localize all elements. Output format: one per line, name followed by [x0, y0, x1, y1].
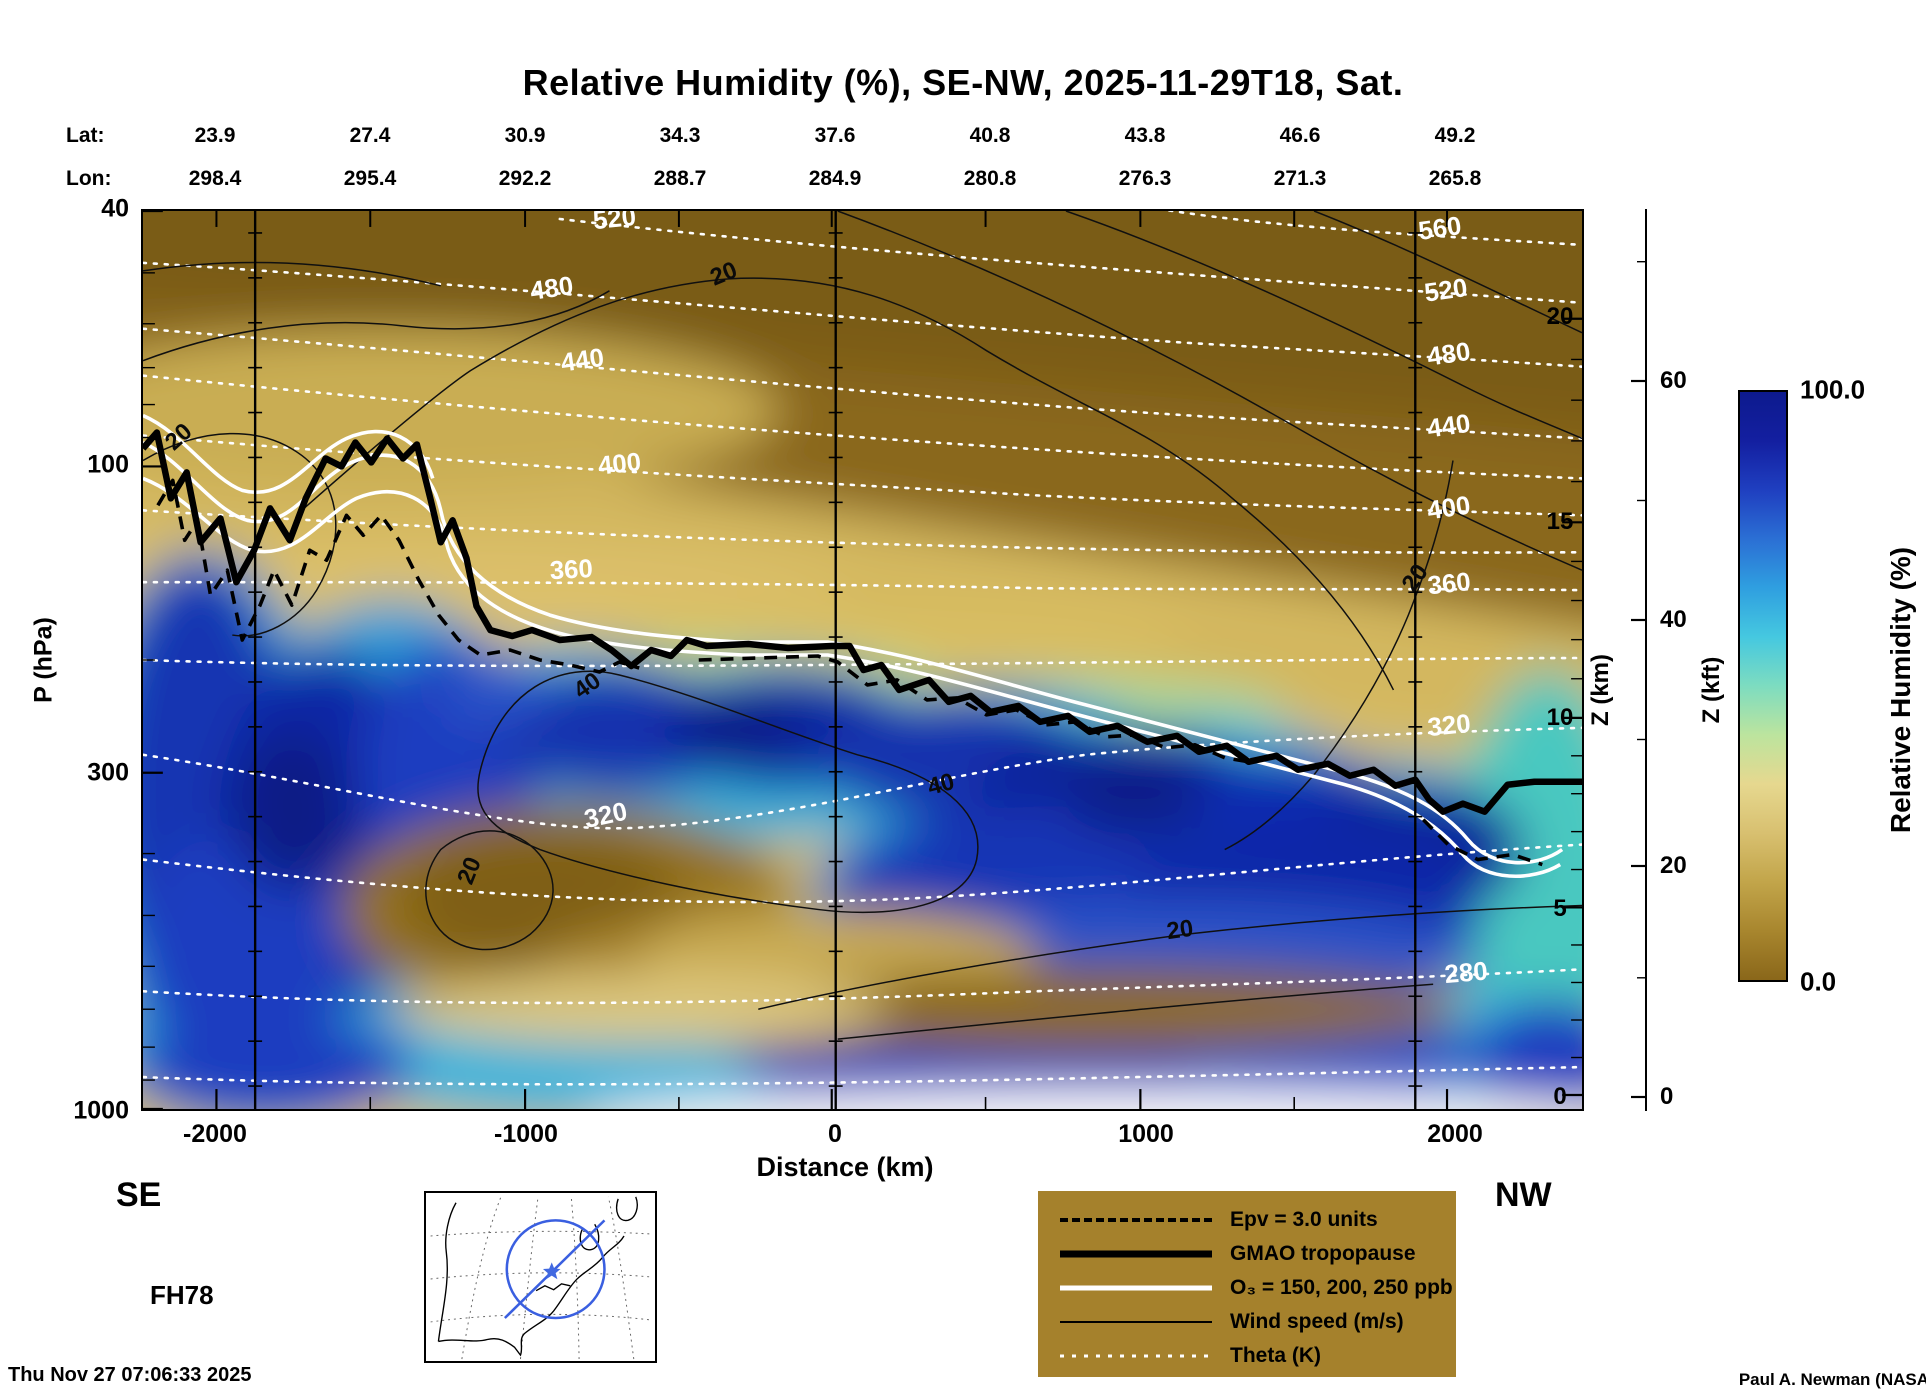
distance-axis-label: Distance (km): [756, 1152, 934, 1182]
distance-tick: 2000: [1427, 1120, 1483, 1148]
inset-map-canvas: [430, 1196, 652, 1360]
theta-contour-label: 560: [1417, 212, 1464, 246]
lon-value: 280.8: [963, 167, 1017, 190]
wind-contour-label: 20: [1165, 915, 1195, 946]
waypoint-star: [542, 1262, 561, 1280]
pressure-tick: 300: [87, 758, 129, 787]
wind-contours: [143, 211, 1582, 1040]
zkm-tick: 5: [1553, 895, 1567, 922]
colorbar-title: Relative Humidity (%): [1885, 546, 1916, 834]
lat-value: 37.6: [814, 124, 856, 147]
legend: Epv = 3.0 units GMAO tropopause O₃ = 150…: [1038, 1191, 1456, 1377]
lon-value: 292.2: [498, 167, 552, 190]
legend-label: Wind speed (m/s): [1230, 1310, 1404, 1333]
lat-row-key: Lat:: [66, 124, 105, 147]
theta-contour-labels: 5204804404003603205605204804404003603202…: [529, 211, 1489, 989]
dotted-white-line-sample: [1060, 1354, 1212, 1358]
theta-contour-label: 360: [549, 555, 593, 585]
theta-contour-label: 400: [597, 448, 643, 480]
lat-value: 43.8: [1124, 124, 1166, 147]
distance-tick: 0: [828, 1120, 842, 1148]
theta-contours: [143, 211, 1582, 1086]
thick-line-sample: [1060, 1250, 1212, 1258]
lon-value: 276.3: [1118, 167, 1172, 190]
legend-label: GMAO tropopause: [1230, 1242, 1416, 1265]
legend-label: Epv = 3.0 units: [1230, 1208, 1378, 1231]
waypoint-marker-lines: [248, 211, 1423, 1109]
legend-item-ozone: O₃ = 150, 200, 250 ppb: [1038, 1272, 1456, 1304]
plot-title: Relative Humidity (%), SE-NW, 2025-11-29…: [522, 62, 1404, 103]
theta-contour-label: 520: [1423, 274, 1470, 308]
theta-contour-label: 440: [559, 344, 606, 378]
zkm-tick: 10: [1546, 704, 1574, 731]
zkft-tick: 20: [1660, 852, 1687, 879]
zkft-axis: [1631, 209, 1647, 1111]
theta-contour-label: 320: [1426, 710, 1472, 742]
corner-label-nw: NW: [1495, 1176, 1552, 1214]
theta-contour-label: 440: [1426, 410, 1473, 444]
timestamp: Thu Nov 27 07:06:33 2025: [8, 1364, 252, 1386]
lon-value: 298.4: [188, 167, 242, 190]
zkft-tick: 40: [1660, 606, 1687, 633]
distance-tick: 1000: [1118, 1120, 1174, 1148]
legend-item-epv: Epv = 3.0 units: [1038, 1204, 1456, 1236]
zkft-axis-label: Z (kft): [1698, 656, 1725, 724]
lat-value: 34.3: [659, 124, 701, 147]
ozone-contours: [143, 413, 1564, 879]
zkm-tick: 20: [1546, 303, 1574, 330]
lat-value: 46.6: [1279, 124, 1321, 147]
cross-section-canvas: 5204804404003603205605204804404003603202…: [143, 211, 1582, 1109]
lat-value: 23.9: [194, 124, 236, 147]
theta-contour-label: 400: [1426, 491, 1473, 525]
lat-value: 49.2: [1434, 124, 1476, 147]
lat-value: 40.8: [969, 124, 1011, 147]
pressure-axis-label: P (hPa): [29, 617, 58, 703]
zkft-tick: 0: [1660, 1083, 1674, 1110]
pressure-tick: 40: [101, 194, 129, 223]
epv-contour: [156, 478, 1543, 867]
colorbar-min-label: 0.0: [1800, 966, 1837, 997]
distance-tick: -1000: [494, 1120, 558, 1148]
distance-tick: -2000: [183, 1120, 247, 1148]
pressure-tick: 1000: [73, 1096, 129, 1125]
theta-contour-label: 280: [1444, 957, 1489, 989]
lat-value: 30.9: [504, 124, 546, 147]
legend-label: O₃ = 150, 200, 250 ppb: [1230, 1276, 1453, 1299]
legend-item-tropopause: GMAO tropopause: [1038, 1238, 1456, 1270]
pressure-tick: 100: [87, 450, 129, 479]
zkm-tick: 15: [1546, 508, 1574, 535]
lon-value: 271.3: [1273, 167, 1327, 190]
lat-value: 27.4: [349, 124, 391, 147]
legend-item-theta: Theta (K): [1038, 1340, 1456, 1372]
inset-map: [424, 1191, 657, 1363]
colorbar: [1738, 390, 1788, 982]
theta-contour-label: 480: [1426, 338, 1473, 372]
map-graticule: [430, 1196, 652, 1360]
map-coastline: [437, 1196, 638, 1357]
legend-item-wind: Wind speed (m/s): [1038, 1306, 1456, 1338]
lon-row-key: Lon:: [66, 167, 112, 190]
theta-contour-label: 520: [592, 211, 638, 235]
dashed-line-sample: [1060, 1218, 1212, 1222]
lon-value: 295.4: [343, 167, 397, 190]
zkm-tick: 0: [1553, 1083, 1567, 1110]
flight-id: FH78: [150, 1280, 214, 1310]
corner-label-se: SE: [116, 1176, 162, 1214]
theta-contour-label: 480: [529, 272, 576, 306]
zkft-tick: 60: [1660, 367, 1687, 394]
credit: Paul A. Newman (NASA: [1738, 1370, 1926, 1389]
lon-value: 288.7: [653, 167, 707, 190]
tropopause-line: [143, 429, 1582, 815]
cross-section-plot: 520 480 440 400 360 320 560 520 480 440 400 360 320 2…: [141, 209, 1584, 1111]
axis-ticks: [143, 211, 1582, 1109]
lon-value: 265.8: [1428, 167, 1482, 190]
range-ring: [505, 1219, 606, 1320]
colorbar-max-label: 100.0: [1800, 374, 1866, 405]
legend-label: Theta (K): [1230, 1344, 1321, 1367]
lon-value: 284.9: [808, 167, 862, 190]
white-line-sample: [1060, 1285, 1212, 1291]
zkm-axis-label: Z (km): [1587, 654, 1614, 726]
theta-contour-label: 360: [1426, 568, 1472, 600]
thin-line-sample: [1060, 1321, 1212, 1323]
